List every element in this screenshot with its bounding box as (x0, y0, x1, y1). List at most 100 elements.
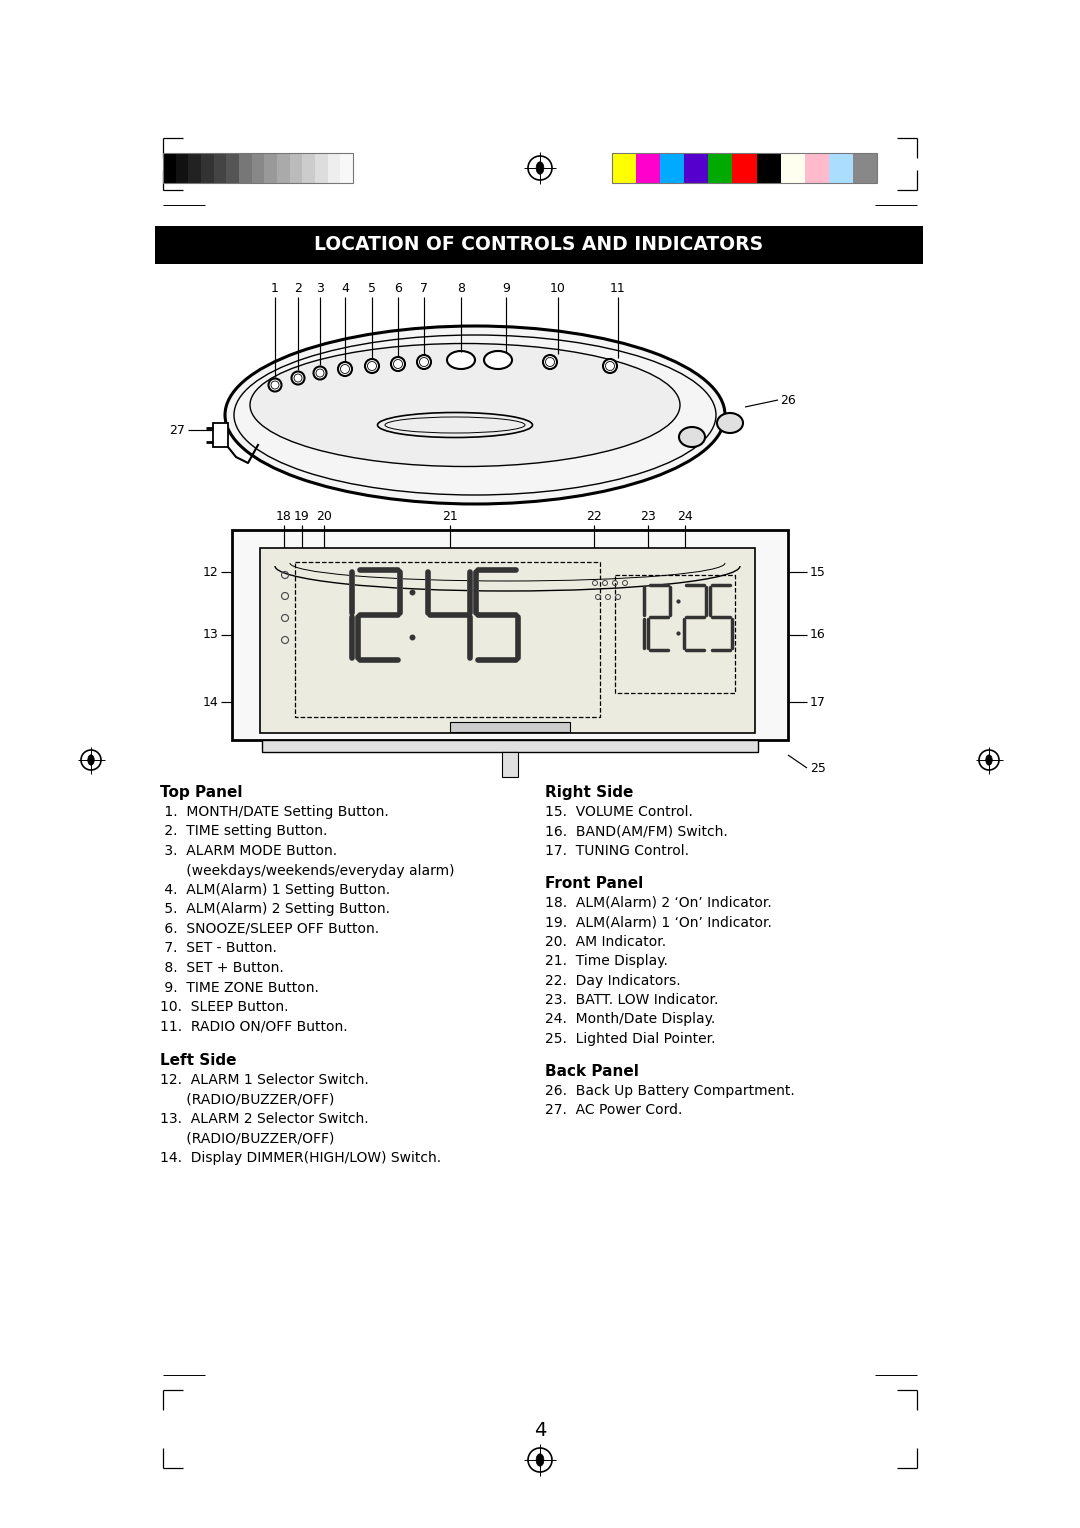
Text: 25.  Lighted Dial Pointer.: 25. Lighted Dial Pointer. (545, 1031, 715, 1047)
Text: 17: 17 (810, 695, 826, 709)
Bar (213, 423, 228, 448)
Bar (636, 153, 661, 183)
Text: 13: 13 (202, 628, 218, 642)
Text: Back Panel: Back Panel (545, 1063, 639, 1079)
Bar (660, 153, 685, 183)
Text: LOCATION OF CONTROLS AND INDICATORS: LOCATION OF CONTROLS AND INDICATORS (314, 235, 764, 255)
Text: 11: 11 (610, 283, 626, 295)
Ellipse shape (249, 344, 680, 466)
Text: (RADIO/BUZZER/OFF): (RADIO/BUZZER/OFF) (160, 1093, 335, 1106)
Text: 13.  ALARM 2 Selector Switch.: 13. ALARM 2 Selector Switch. (160, 1112, 368, 1126)
Bar (252, 153, 265, 183)
Bar (781, 153, 806, 183)
Bar (315, 153, 328, 183)
Text: 6.  SNOOZE/SLEEP OFF Button.: 6. SNOOZE/SLEEP OFF Button. (160, 921, 379, 937)
Text: 15.  VOLUME Control.: 15. VOLUME Control. (545, 805, 693, 819)
Bar (227, 153, 240, 183)
Text: 3.  ALARM MODE Button.: 3. ALARM MODE Button. (160, 843, 337, 859)
Text: 16: 16 (810, 628, 826, 642)
Text: 4: 4 (534, 1421, 546, 1439)
Text: 4.  ALM(Alarm) 1 Setting Button.: 4. ALM(Alarm) 1 Setting Button. (160, 883, 390, 897)
Text: 19: 19 (294, 510, 310, 523)
Text: 7.  SET - Button.: 7. SET - Button. (160, 941, 276, 955)
Text: 6: 6 (394, 283, 402, 295)
Text: 24: 24 (677, 510, 693, 523)
Ellipse shape (269, 379, 282, 391)
Text: 18.  ALM(Alarm) 2 ‘On’ Indicator.: 18. ALM(Alarm) 2 ‘On’ Indicator. (545, 895, 772, 909)
Text: 7: 7 (420, 283, 428, 295)
Text: 1: 1 (271, 283, 279, 295)
Text: 19.  ALM(Alarm) 1 ‘On’ Indicator.: 19. ALM(Alarm) 1 ‘On’ Indicator. (545, 915, 772, 929)
Ellipse shape (484, 351, 512, 368)
Ellipse shape (417, 354, 431, 368)
Bar (262, 740, 758, 752)
Text: Left Side: Left Side (160, 1053, 237, 1068)
Text: 16.  BAND(AM/FM) Switch.: 16. BAND(AM/FM) Switch. (545, 825, 728, 839)
Bar (612, 153, 636, 183)
Bar (276, 153, 291, 183)
Text: 10.  SLEEP Button.: 10. SLEEP Button. (160, 999, 288, 1015)
Bar (201, 153, 214, 183)
Text: (weekdays/weekends/everyday alarm): (weekdays/weekends/everyday alarm) (160, 863, 455, 877)
Bar (708, 153, 733, 183)
Ellipse shape (536, 1453, 544, 1467)
Ellipse shape (986, 755, 993, 766)
Text: 27: 27 (170, 423, 185, 437)
Bar (239, 153, 252, 183)
Ellipse shape (365, 359, 379, 373)
Text: 20: 20 (316, 510, 332, 523)
Ellipse shape (225, 325, 725, 504)
Bar (685, 153, 708, 183)
Text: 15: 15 (810, 565, 826, 579)
Text: 10: 10 (550, 283, 566, 295)
Bar (615, 575, 735, 694)
Text: 17.  TUNING Control.: 17. TUNING Control. (545, 843, 689, 859)
Bar (188, 153, 202, 183)
Text: 2.  TIME setting Button.: 2. TIME setting Button. (160, 825, 327, 839)
Text: 20.  AM Indicator.: 20. AM Indicator. (545, 935, 666, 949)
Text: 22: 22 (586, 510, 602, 523)
Bar (289, 153, 302, 183)
Bar (853, 153, 877, 183)
Text: 9.  TIME ZONE Button.: 9. TIME ZONE Button. (160, 981, 319, 995)
Ellipse shape (603, 359, 617, 373)
Text: 3: 3 (316, 283, 324, 295)
Ellipse shape (391, 358, 405, 371)
Text: 12: 12 (202, 565, 218, 579)
Text: Right Side: Right Side (545, 785, 633, 801)
Text: 11.  RADIO ON/OFF Button.: 11. RADIO ON/OFF Button. (160, 1019, 348, 1033)
Text: 18: 18 (276, 510, 292, 523)
Text: 14.  Display DIMMER(HIGH/LOW) Switch.: 14. Display DIMMER(HIGH/LOW) Switch. (160, 1151, 441, 1164)
Text: (RADIO/BUZZER/OFF): (RADIO/BUZZER/OFF) (160, 1132, 335, 1146)
Text: 9: 9 (502, 283, 510, 295)
Bar (176, 153, 189, 183)
Bar (163, 153, 353, 183)
Bar (612, 153, 877, 183)
Bar (327, 153, 341, 183)
Bar (502, 752, 518, 778)
Bar (260, 549, 755, 733)
Text: 21.  Time Display.: 21. Time Display. (545, 953, 667, 969)
Bar (805, 153, 829, 183)
Text: 21: 21 (442, 510, 458, 523)
Text: 8.  SET + Button.: 8. SET + Button. (160, 961, 284, 975)
Text: 2: 2 (294, 283, 302, 295)
Ellipse shape (447, 351, 475, 368)
Text: 22.  Day Indicators.: 22. Day Indicators. (545, 973, 680, 987)
Text: 23.  BATT. LOW Indicator.: 23. BATT. LOW Indicator. (545, 993, 718, 1007)
Ellipse shape (679, 426, 705, 448)
Text: 26: 26 (780, 394, 796, 406)
Text: 12.  ALARM 1 Selector Switch.: 12. ALARM 1 Selector Switch. (160, 1073, 368, 1086)
Bar (295, 562, 600, 717)
Ellipse shape (717, 413, 743, 432)
Text: Front Panel: Front Panel (545, 876, 644, 891)
Ellipse shape (313, 367, 326, 379)
Bar (340, 153, 353, 183)
Ellipse shape (543, 354, 557, 368)
Bar (232, 530, 788, 740)
Text: 8: 8 (457, 283, 465, 295)
Text: 27.  AC Power Cord.: 27. AC Power Cord. (545, 1103, 683, 1117)
Bar (265, 153, 278, 183)
Bar (757, 153, 781, 183)
Text: 4: 4 (341, 283, 349, 295)
